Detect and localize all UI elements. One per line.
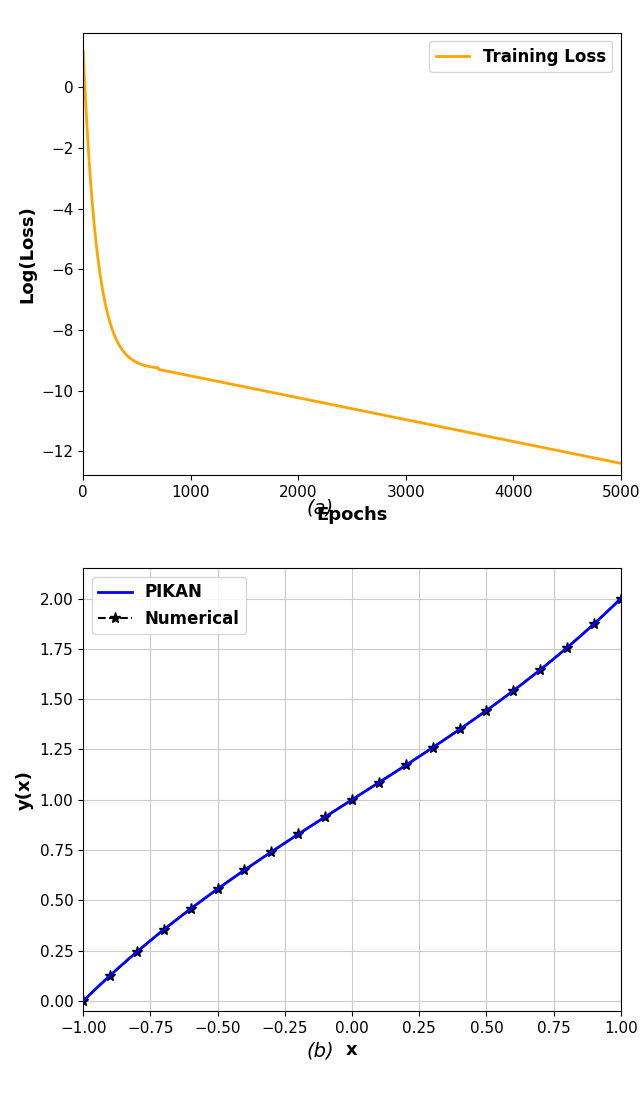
Training Loss <box>177 367 185 380</box>
Numerical <box>617 592 625 606</box>
X-axis label: Epochs: Epochs <box>316 506 388 524</box>
PIKAN <box>338 800 346 813</box>
Numerical <box>160 924 168 937</box>
PIKAN <box>520 677 527 690</box>
Numerical <box>456 722 463 736</box>
Numerical <box>187 902 195 915</box>
Numerical <box>536 663 544 677</box>
Numerical <box>429 741 436 754</box>
PIKAN <box>617 592 625 606</box>
Legend: Training Loss: Training Loss <box>429 42 612 72</box>
Training Loss <box>79 45 87 58</box>
Numerical <box>321 810 329 823</box>
Numerical <box>106 969 114 983</box>
Line: Training Loss: Training Loss <box>83 51 621 463</box>
Numerical <box>402 759 410 772</box>
Training Loss <box>285 389 292 402</box>
Numerical <box>563 642 571 655</box>
Y-axis label: Log(Loss): Log(Loss) <box>18 205 36 303</box>
Numerical <box>590 618 598 631</box>
Numerical <box>214 882 221 895</box>
PIKAN <box>79 995 87 1008</box>
Numerical <box>375 776 383 789</box>
Training Loss <box>522 437 529 450</box>
X-axis label: x: x <box>346 1042 358 1059</box>
Training Loss <box>429 419 436 432</box>
Numerical <box>79 995 87 1008</box>
PIKAN <box>399 761 407 774</box>
Training Loss <box>617 457 625 470</box>
Y-axis label: y(x): y(x) <box>16 769 34 810</box>
Training Loss <box>481 430 488 443</box>
Numerical <box>133 945 141 959</box>
PIKAN <box>604 604 612 618</box>
Text: (a): (a) <box>307 498 333 518</box>
PIKAN <box>371 779 378 792</box>
Line: PIKAN: PIKAN <box>83 599 621 1001</box>
Numerical <box>268 845 275 858</box>
Numerical <box>509 684 517 697</box>
Numerical <box>241 863 248 877</box>
Line: Numerical: Numerical <box>77 593 627 1007</box>
Numerical <box>294 827 302 841</box>
Numerical <box>483 704 490 717</box>
PIKAN <box>335 802 342 815</box>
Text: (b): (b) <box>306 1042 334 1061</box>
Training Loss <box>402 413 410 426</box>
Numerical <box>348 794 356 807</box>
Legend: PIKAN, Numerical: PIKAN, Numerical <box>92 577 246 634</box>
